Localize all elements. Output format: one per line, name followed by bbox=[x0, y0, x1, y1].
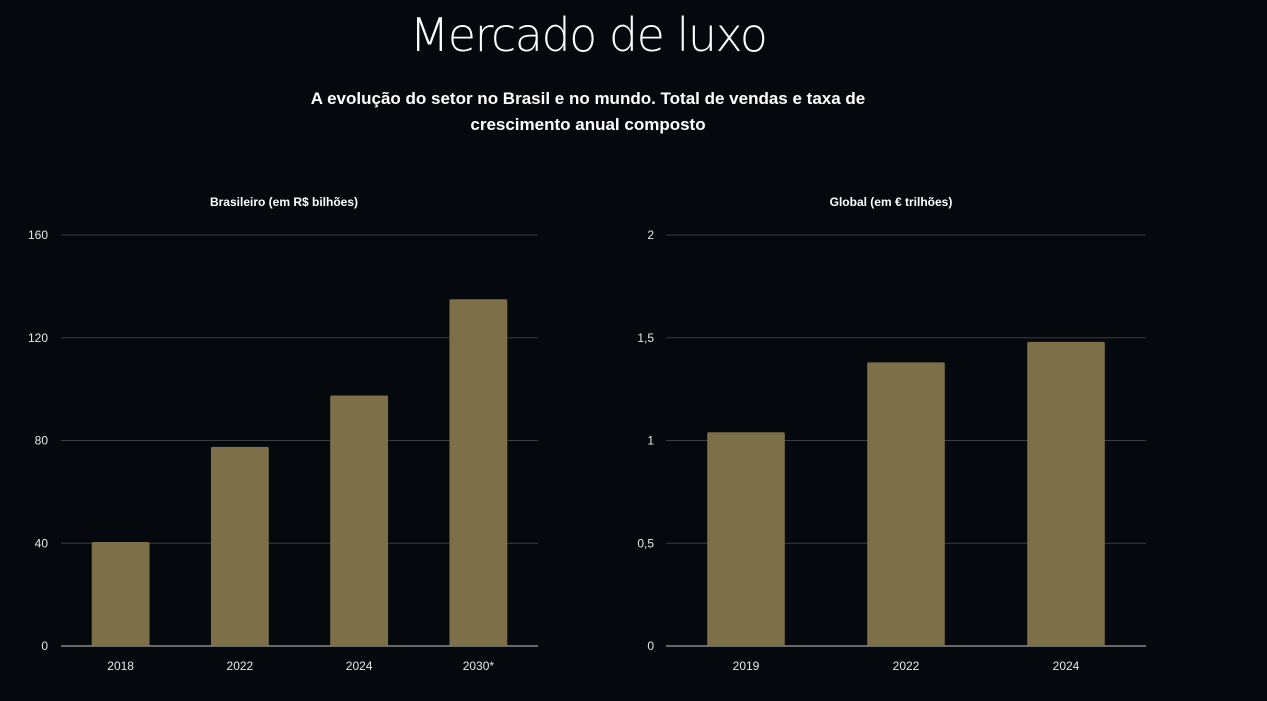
brazil-y-tick-label: 0 bbox=[41, 639, 48, 653]
global-y-tick-label: 1 bbox=[647, 434, 654, 448]
brazil-x-tick-label: 2024 bbox=[346, 659, 373, 673]
global-bar-2024 bbox=[1027, 341, 1105, 646]
global-x-tick-label: 2022 bbox=[893, 659, 920, 673]
brazil-y-tick-label: 120 bbox=[28, 331, 48, 345]
brazil-bar-2022 bbox=[210, 446, 269, 646]
brazil-y-tick-label: 40 bbox=[35, 536, 49, 550]
global-x-tick-label: 2024 bbox=[1053, 659, 1080, 673]
global-x-tick-label: 2019 bbox=[733, 659, 760, 673]
brazil-sales-chart: Brasileiro (em R$ bilhões) 0 40 80 120 160 20… bbox=[28, 195, 538, 673]
brazil-bar-2030 bbox=[449, 299, 508, 646]
global-y-tick-label: 0 bbox=[647, 639, 654, 653]
brazil-bar-2018 bbox=[91, 541, 150, 646]
global-bar-2022 bbox=[867, 362, 945, 646]
page-title: Mercado de luxo bbox=[409, 8, 768, 62]
chart-title-global: Global (em € trilhões) bbox=[830, 195, 953, 209]
global-bar-2019 bbox=[707, 432, 785, 646]
page-subtitle: A evolução do setor no Brasil e no mundo… bbox=[310, 89, 866, 134]
global-y-tick-label: 2 bbox=[647, 228, 654, 242]
global-y-tick-label: 1,5 bbox=[637, 331, 654, 345]
brazil-bar-2024 bbox=[330, 395, 389, 646]
brazil-y-tick-label: 160 bbox=[28, 228, 48, 242]
chart-title-brazil: Brasileiro (em R$ bilhões) bbox=[210, 195, 358, 209]
global-y-tick-label: 0,5 bbox=[637, 536, 654, 550]
brazil-x-tick-label: 2018 bbox=[107, 659, 134, 673]
brazil-x-tick-label: 2022 bbox=[227, 659, 254, 673]
brazil-x-tick-label: 2030* bbox=[463, 659, 495, 673]
brazil-y-tick-label: 80 bbox=[35, 434, 49, 448]
